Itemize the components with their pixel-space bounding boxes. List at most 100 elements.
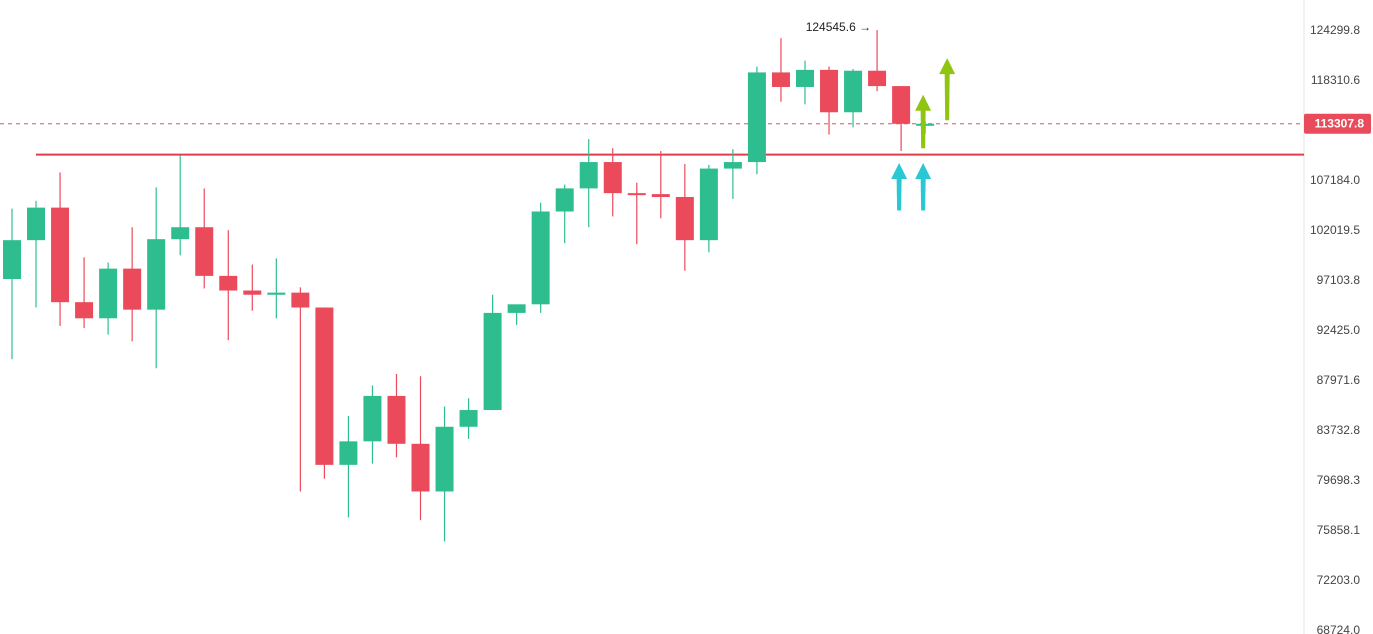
y-tick-label: 102019.5 [1310, 223, 1360, 237]
candle-up [27, 200, 46, 308]
arrow-shape [891, 162, 908, 211]
candle-up [363, 385, 382, 464]
candle-down [51, 172, 70, 326]
candle-body [651, 194, 670, 197]
annotation-arrows [891, 58, 956, 211]
candle-body [75, 302, 94, 319]
candle-body [411, 443, 430, 492]
candle-up [171, 155, 190, 256]
candle-body [531, 211, 550, 305]
candle-up [555, 184, 574, 244]
candle-up [147, 187, 166, 369]
candle-body [195, 227, 214, 276]
candle-body [747, 72, 766, 163]
candle-body [844, 70, 863, 113]
candle-body [868, 70, 887, 87]
candle-body [267, 292, 286, 295]
peak-price-label: 124545.6 → [806, 20, 871, 34]
y-tick-label: 107184.0 [1310, 173, 1360, 187]
y-tick-label: 72203.0 [1317, 573, 1361, 587]
candle-up [267, 258, 286, 319]
candle-up [3, 208, 21, 360]
candle-body [603, 162, 622, 194]
candle-body [579, 162, 598, 189]
up-arrow-icon [939, 58, 956, 121]
candle-body [459, 410, 478, 427]
candle-down [75, 257, 94, 329]
candle-up [459, 398, 478, 439]
candle-up [844, 69, 863, 128]
candle-body [219, 275, 238, 291]
candle-up [579, 139, 598, 228]
y-tick-label: 97103.8 [1317, 273, 1361, 287]
candle-up [99, 262, 118, 335]
current-price-badge: 113307.8 [1304, 113, 1371, 134]
candle-up [339, 415, 358, 518]
candle-body [51, 207, 70, 303]
candle-down [603, 148, 622, 217]
candle-up [531, 202, 550, 313]
candle-body [555, 188, 574, 212]
candle-body [723, 162, 742, 169]
candle-down [627, 182, 646, 245]
candle-body [507, 304, 526, 313]
candle-body [3, 240, 21, 279]
up-arrow-icon [915, 94, 932, 149]
y-tick-label: 75858.1 [1317, 523, 1361, 537]
candle-up [747, 66, 766, 175]
candle-body [675, 196, 694, 241]
candle-up [699, 164, 718, 253]
candle-down [820, 66, 839, 135]
candle-body [147, 239, 166, 310]
candle-body [99, 268, 118, 319]
candle-body [627, 193, 646, 196]
arrow-shape [915, 162, 932, 211]
candle-body [243, 290, 262, 295]
candle-down [892, 86, 911, 151]
candles [3, 29, 935, 542]
candle-down [387, 373, 406, 458]
candle-up [507, 304, 526, 325]
candle-down [771, 38, 790, 102]
y-tick-label: 79698.3 [1317, 473, 1361, 487]
candle-body [123, 268, 142, 310]
y-tick-label: 87971.6 [1317, 373, 1361, 387]
candle-body [171, 227, 190, 240]
candle-down [868, 29, 887, 92]
candle-body [315, 307, 334, 465]
candle-up [795, 60, 814, 105]
candle-down [315, 307, 334, 479]
candle-body [820, 69, 839, 113]
y-tick-label: 124299.8 [1310, 23, 1360, 37]
candle-down [291, 287, 310, 492]
candle-down [123, 227, 142, 342]
candle-body [699, 168, 718, 241]
candle-body [27, 207, 46, 241]
y-tick-label: 68724.0 [1317, 623, 1361, 634]
current-price-badge-bg [1304, 113, 1371, 134]
y-tick-label: 118310.6 [1311, 73, 1360, 87]
candle-body [795, 69, 814, 87]
candle-down [195, 188, 214, 289]
candle-body [339, 441, 358, 465]
candle-up [435, 406, 454, 542]
candle-body [291, 292, 310, 308]
up-arrow-icon [915, 162, 932, 211]
candle-body [363, 395, 382, 442]
candle-down [651, 150, 670, 219]
candle-down [411, 376, 430, 521]
candle-body [483, 312, 502, 411]
candle-body [892, 86, 911, 124]
arrow-shape [939, 58, 956, 121]
up-arrow-icon [891, 162, 908, 211]
candle-body [387, 395, 406, 444]
candle-body [771, 72, 790, 87]
y-tick-label: 83732.8 [1317, 423, 1361, 437]
candle-down [243, 264, 262, 311]
y-tick-label: 92425.0 [1317, 323, 1361, 337]
current-price-value: 113307.8 [1315, 117, 1365, 131]
arrow-shape [915, 94, 932, 149]
candle-down [675, 163, 694, 271]
candle-body [435, 426, 454, 492]
